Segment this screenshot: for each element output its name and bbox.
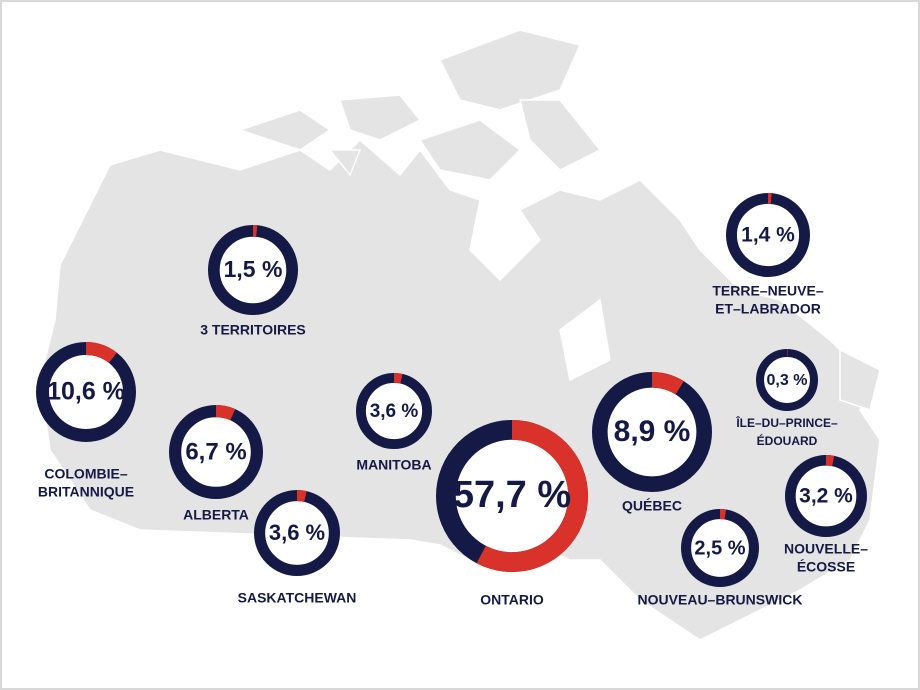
newfoundland (839, 348, 881, 411)
donut-segment (296, 490, 307, 503)
hudson-bay (559, 298, 611, 382)
value-label: 2,5 % (694, 537, 745, 559)
island (237, 109, 332, 151)
region-label: ALBERTA (183, 507, 249, 523)
value-label: 10,6 % (47, 378, 125, 406)
donut-segment (825, 455, 835, 467)
region-label: TERRE–NEUVE– (712, 283, 823, 299)
island (328, 149, 362, 177)
island (418, 119, 522, 181)
island (338, 94, 422, 141)
region-label: ONTARIO (480, 592, 544, 608)
region-label: COLOMBIE– (44, 466, 127, 482)
region-label: 3 TERRITOIRES (200, 322, 306, 338)
value-label: 57,7 % (453, 474, 571, 516)
value-label: 8,9 % (614, 415, 691, 448)
region-label: NOUVEAU–BRUNSWICK (638, 592, 803, 608)
donut-segment (215, 405, 236, 421)
value-label: 3,6 % (269, 520, 325, 545)
donut-segment (651, 372, 684, 395)
donut-layer: 1,5 % 3 TERRITOIRES 10,6 % COLOMBIE– BRITANN… (36, 192, 868, 608)
region-label: SASKATCHEWAN (238, 590, 357, 606)
region-label: ET–LABRADOR (715, 301, 821, 317)
island (438, 29, 582, 111)
region-label: ÉDOUARD (757, 433, 818, 448)
value-label: 3,6 % (370, 401, 419, 422)
region-label: NOUVELLE– (784, 541, 868, 557)
donut-segment (393, 373, 403, 384)
region-label: ÎLE–DU–PRINCE– (735, 415, 838, 430)
value-label: 1,4 % (741, 224, 795, 247)
donut-segment (85, 342, 117, 364)
value-label: 6,7 % (185, 438, 246, 465)
region-label: QUÉBEC (622, 498, 682, 514)
value-label: 3,2 % (799, 485, 853, 508)
value-label: 0,3 % (767, 372, 808, 389)
region-label: BRITANNIQUE (38, 484, 134, 500)
donut-segment (476, 420, 588, 572)
region-label: MANITOBA (356, 457, 431, 473)
region-label: ÉCOSSE (797, 559, 855, 575)
island (519, 99, 602, 171)
value-label: 1,5 % (224, 256, 283, 282)
